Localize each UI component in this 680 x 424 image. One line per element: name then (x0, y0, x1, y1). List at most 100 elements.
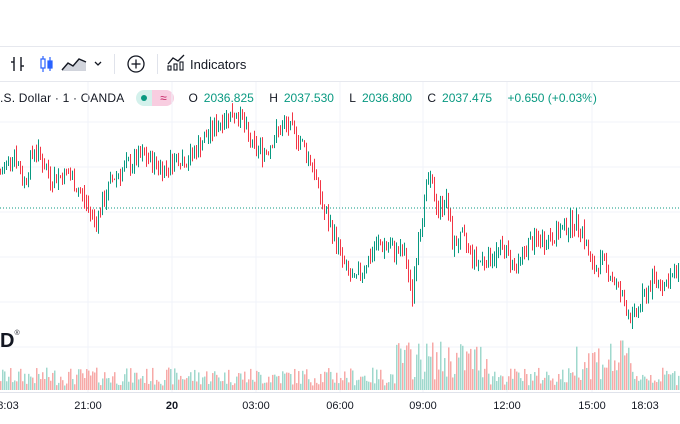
volume-bar (62, 380, 64, 390)
volume-bar (232, 385, 234, 390)
candles-icon[interactable] (36, 47, 58, 81)
time-tick: 15:00 (578, 400, 606, 412)
volume-bar (176, 372, 178, 390)
volume-bar (118, 384, 120, 390)
volume-bar (84, 378, 86, 390)
volume-bar (616, 370, 618, 390)
volume-bar (564, 382, 566, 390)
change-value: +0.650 (+0.03%) (507, 91, 597, 105)
volume-bar (406, 345, 408, 390)
volume-bar (4, 371, 6, 390)
volume-bar (242, 379, 244, 390)
volume-bar (392, 374, 394, 390)
volume-bar (518, 372, 520, 390)
volume-bar (556, 381, 558, 390)
volume-bar (56, 385, 58, 390)
indicators-button[interactable]: Indicators (166, 47, 252, 81)
volume-bar (300, 383, 302, 390)
volume-bar (674, 371, 676, 390)
volume-bar (158, 381, 160, 390)
volume-bar (516, 371, 518, 390)
volume-bar (182, 379, 184, 390)
volume-bar (252, 379, 254, 390)
volume-bar (326, 372, 328, 390)
volume-bar (292, 384, 294, 390)
volume-bar (160, 383, 162, 390)
volume-bar (126, 368, 128, 390)
volume-bar (428, 356, 430, 390)
volume-bar (552, 378, 554, 390)
volume-bar (88, 370, 90, 390)
toolbar-separator (157, 54, 158, 74)
volume-bar (250, 368, 252, 390)
volume-bar (92, 371, 94, 390)
time-axis[interactable]: 8:03 21:00 20 03:00 06:00 09:00 12:00 15:00 18:0… (0, 392, 680, 424)
volume-bar (430, 356, 432, 390)
volume-bar (340, 377, 342, 390)
bar-replay-icon[interactable] (0, 47, 36, 81)
volume-bar (372, 367, 374, 390)
volume-bar (152, 367, 154, 390)
volume-bar (324, 371, 326, 390)
volume-bar (54, 370, 56, 390)
volume-bar (46, 367, 48, 390)
volume-bar (594, 352, 596, 390)
symbol-title[interactable]: .S. Dollar · 1 · OANDA (0, 91, 125, 105)
volume-bar (610, 343, 612, 390)
market-status-pill[interactable]: ≈ (136, 90, 175, 106)
volume-bar (448, 347, 450, 390)
volume-bar (38, 373, 40, 390)
volume-bar (464, 370, 466, 390)
volume-bar (120, 384, 122, 390)
volume-bar (534, 372, 536, 390)
volume-bar (634, 378, 636, 390)
price-chart-canvas[interactable] (0, 82, 680, 392)
volume-bar (338, 383, 340, 390)
volume-bar (32, 377, 34, 390)
volume-bar (100, 385, 102, 390)
volume-bar (244, 371, 246, 390)
indicators-icon (166, 53, 186, 76)
volume-bar (268, 376, 270, 390)
volume-bar (280, 383, 282, 390)
volume-bar (78, 369, 80, 390)
high-label: H (269, 91, 278, 105)
volume-bar (320, 373, 322, 390)
volume-bar (676, 385, 678, 390)
volume-bar (500, 375, 502, 390)
market-open-icon (136, 90, 153, 106)
volume-bar (422, 379, 424, 390)
volume-bar (44, 379, 46, 390)
volume-bar (192, 380, 194, 390)
volume-bar (376, 369, 378, 390)
chevron-down-icon[interactable] (90, 47, 106, 81)
volume-bar (298, 371, 300, 390)
volume-bar (214, 371, 216, 390)
volume-bar (584, 362, 586, 390)
volume-bar (568, 368, 570, 390)
volume-bar (606, 367, 608, 390)
volume-bar (190, 372, 192, 390)
volume-bar (290, 374, 292, 390)
volume-bar (658, 379, 660, 390)
volume-bar (262, 383, 264, 390)
volume-bar (622, 340, 624, 390)
volume-bar (128, 381, 130, 390)
volume-bar (184, 379, 186, 390)
volume-bar (640, 379, 642, 390)
volume-bar (484, 368, 486, 390)
volume-bar (206, 371, 208, 390)
volume-bar (490, 384, 492, 390)
add-compare-icon[interactable] (123, 47, 149, 81)
volume-bar (256, 370, 258, 390)
volume-bar (654, 380, 656, 390)
volume-bar (502, 376, 504, 390)
volume-bar (174, 368, 176, 390)
volume-bar (358, 379, 360, 390)
volume-bar (294, 368, 296, 390)
volume-bar (40, 379, 42, 390)
volume-bar (348, 382, 350, 390)
time-tick: 03:00 (242, 400, 270, 412)
area-chart-icon[interactable] (58, 47, 90, 81)
volume-bar (496, 381, 498, 390)
